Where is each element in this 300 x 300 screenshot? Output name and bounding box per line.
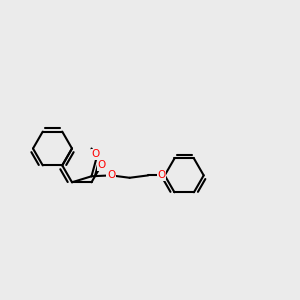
Text: O: O xyxy=(158,170,166,180)
Text: O: O xyxy=(92,149,100,159)
Text: O: O xyxy=(107,170,115,180)
Text: O: O xyxy=(97,160,105,170)
